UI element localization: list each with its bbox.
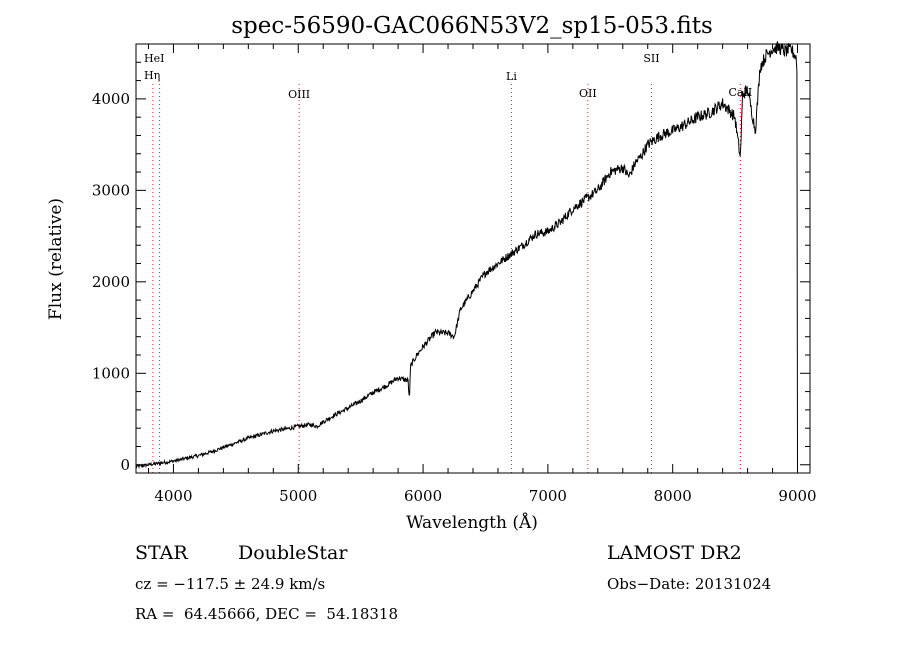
y-tick-label: 4000 [92,90,130,108]
object-class: STAR [135,542,188,564]
line-marker-label: Hη [144,69,160,82]
axis-ticks: 4000 5000 6000 7000 8000 9000 0 1000 2000 3000 400… [92,43,817,505]
survey-name: LAMOST DR2 [607,542,742,564]
coordinates: RA = 64.45666, DEC = 54.18318 [135,605,398,623]
x-tick-label: 9000 [778,487,816,505]
y-tick-label: 1000 [92,364,130,382]
x-tick-label: 8000 [654,487,692,505]
x-tick-label: 6000 [404,487,442,505]
plot-frame [135,43,811,474]
y-tick-label: 2000 [92,273,130,291]
x-tick-label: 5000 [279,487,317,505]
line-marker-label: HeI [144,52,164,65]
spectrum-line [135,41,798,470]
line-markers: HeI Hη OIII Li OII SII CaII [144,52,752,473]
y-tick-label: 3000 [92,181,130,199]
redshift-cz: cz = −117.5 ± 24.9 km/s [135,575,325,593]
line-marker-label: SII [643,52,659,65]
observation-date: Obs−Date: 20131024 [607,575,771,593]
object-subclass: DoubleStar [238,542,348,564]
y-tick-label: 0 [120,456,130,474]
x-axis-label: Wavelength (Å) [406,512,538,533]
x-tick-label: 4000 [154,487,192,505]
line-marker-label: OIII [288,88,310,101]
line-marker-label: OII [579,87,597,100]
x-tick-label: 7000 [529,487,567,505]
chart-title: spec-56590-GAC066N53V2_sp15-053.fits [231,13,713,39]
line-marker-label: Li [506,70,517,83]
y-axis-label: Flux (relative) [46,198,66,320]
line-marker-label: CaII [729,86,753,99]
